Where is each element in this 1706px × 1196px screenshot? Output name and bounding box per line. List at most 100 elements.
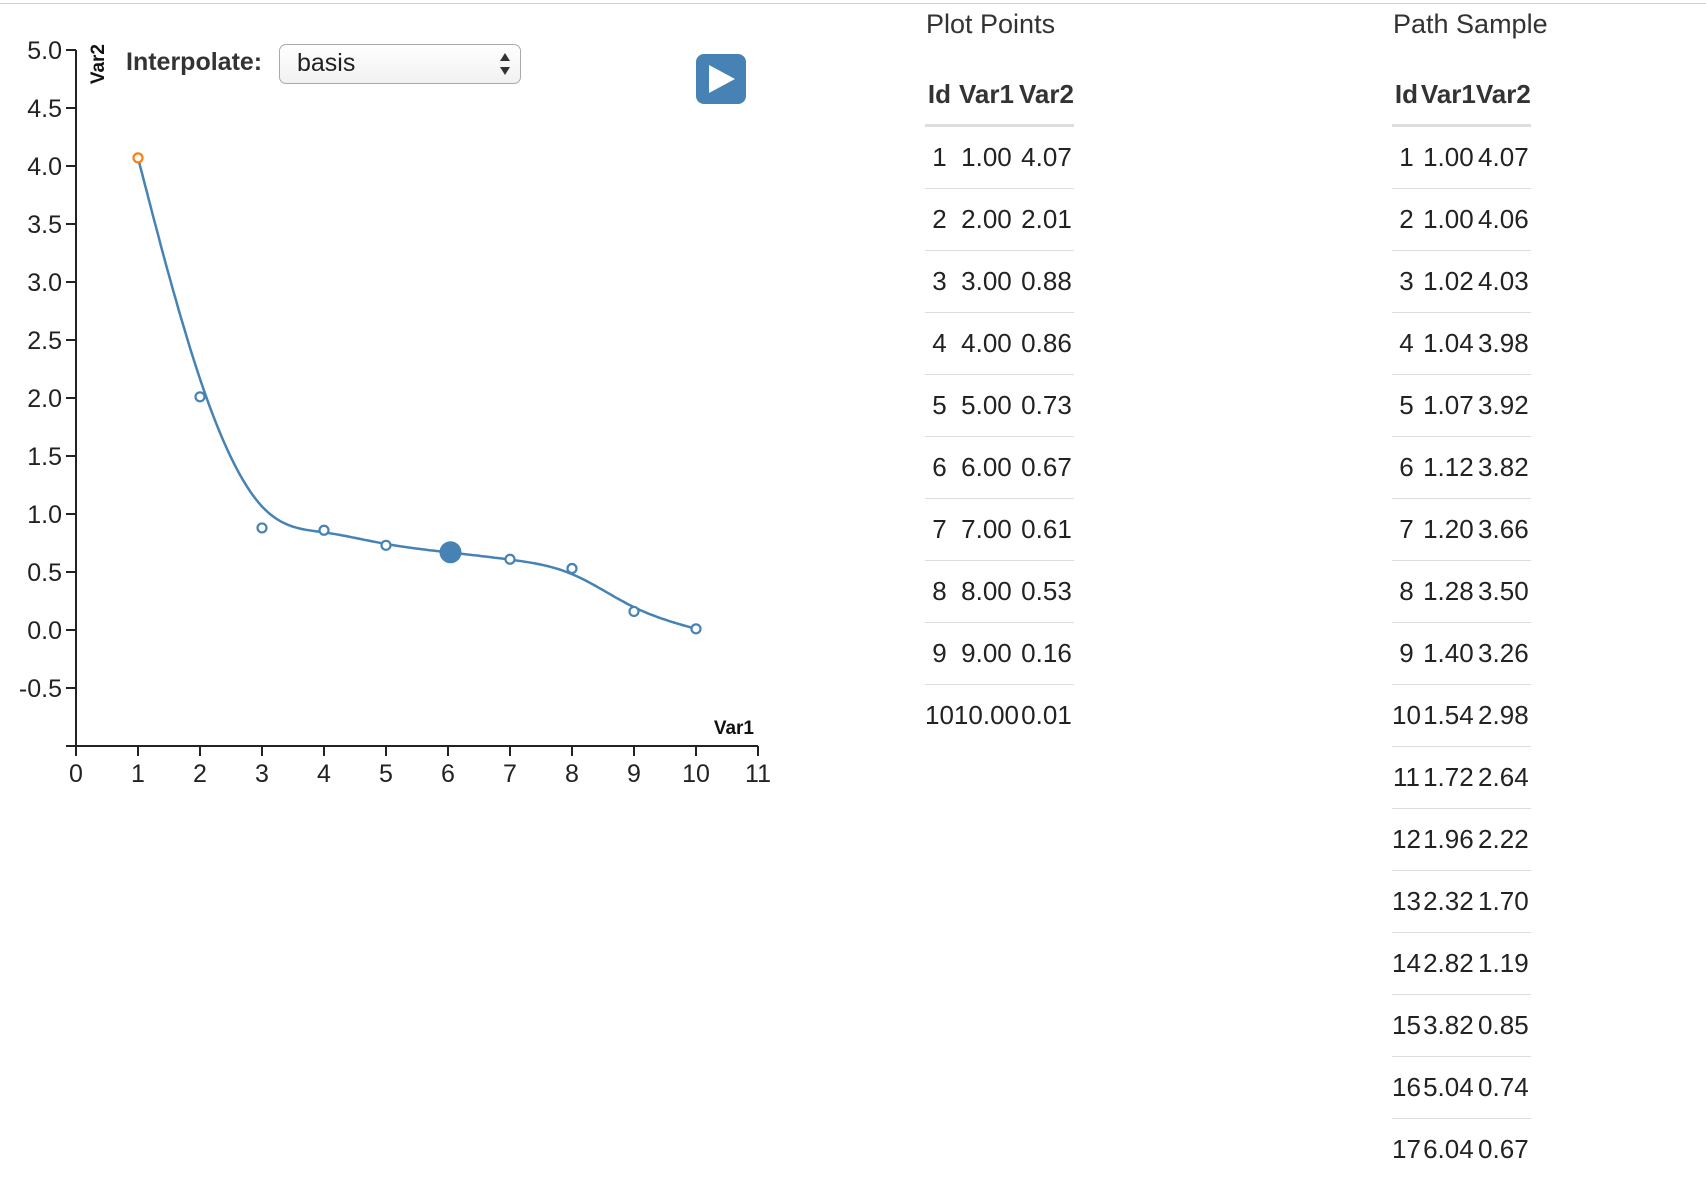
- cell-var1: 2.82: [1420, 932, 1476, 995]
- cell-var1: 1.40: [1420, 622, 1476, 685]
- table-row: 2 2.00 2.01: [925, 188, 1074, 251]
- cell-id: 5: [1392, 374, 1421, 437]
- data-point: [194, 391, 206, 403]
- cell-var1: 1.72: [1420, 746, 1476, 809]
- cell-var1: 3.00: [953, 250, 1019, 313]
- cell-var1: 5.04: [1420, 1056, 1476, 1119]
- cell-id: 1: [1399, 142, 1414, 172]
- y-tick-label: 3.0: [27, 269, 62, 297]
- table-row: 4 4.00 0.86: [925, 312, 1074, 375]
- data-point: [318, 524, 330, 536]
- cell-id: 9: [1392, 622, 1421, 685]
- path-sample-caption: Path Sample: [1393, 9, 1548, 39]
- highlighted-data-point: [132, 152, 144, 164]
- cell-var2: 0.67: [1019, 436, 1074, 499]
- curve-layer: [136, 157, 697, 631]
- table-row: 13 2.32 1.70: [1392, 870, 1531, 933]
- cell-id: 8: [1392, 560, 1421, 623]
- cell-var2: 0.16: [1019, 622, 1074, 685]
- cell-id: 3: [1392, 250, 1421, 313]
- x-tick-label: 4: [317, 760, 331, 788]
- cell-var2: 0.67: [1475, 1118, 1531, 1180]
- cell-id: 14: [1392, 932, 1421, 995]
- top-divider: [0, 3, 1706, 4]
- cell-var1: 1.00: [1423, 142, 1474, 172]
- column-header-var1: Var1: [953, 64, 1019, 127]
- cell-id: 1: [932, 142, 947, 172]
- cell-var1: 9.00: [953, 622, 1019, 685]
- cell-var2: 4.07: [1478, 142, 1529, 172]
- cell-var1: 10.00: [953, 684, 1019, 746]
- cell-id: 17: [1392, 1118, 1421, 1180]
- cell-id: 6: [925, 436, 954, 499]
- cell-id: 5: [925, 374, 954, 437]
- x-tick-label: 11: [745, 760, 771, 788]
- cell-var1: 1.00: [1420, 188, 1476, 251]
- x-tick-label: 1: [131, 760, 145, 788]
- interpolate-label: Interpolate:: [126, 48, 263, 76]
- cell-var1: 5.00: [953, 374, 1019, 437]
- y-tick-label: 0.0: [27, 617, 62, 645]
- y-tick-label: 0.5: [27, 559, 62, 587]
- cell-var1: 1.20: [1420, 498, 1476, 561]
- table-row: 7 1.20 3.66: [1392, 498, 1531, 561]
- path-marker: [439, 541, 462, 564]
- sort-arrows-icon: [500, 53, 510, 75]
- interpolate-select[interactable]: basis: [279, 44, 521, 84]
- table-row: 4 1.04 3.98: [1392, 312, 1531, 375]
- y-tick-label: 5.0: [27, 37, 62, 65]
- cell-var1: 1.00: [961, 142, 1012, 172]
- cell-var2: 3.92: [1475, 374, 1531, 437]
- cell-var2: 4.07: [1021, 142, 1072, 172]
- cell-var2: 0.61: [1019, 498, 1074, 561]
- play-icon: [709, 65, 735, 93]
- cell-var1: 1.07: [1420, 374, 1476, 437]
- cell-var2: 3.82: [1475, 436, 1531, 499]
- cell-id: 12: [1392, 808, 1421, 871]
- cell-var2: 3.50: [1475, 560, 1531, 623]
- cell-var1: 2.00: [953, 188, 1019, 251]
- x-tick-label: 2: [193, 760, 207, 788]
- y-tick-label: -0.5: [19, 675, 62, 703]
- table-row: 6 1.12 3.82: [1392, 436, 1531, 499]
- table-row: 9 9.00 0.16: [925, 622, 1074, 685]
- table-row: 14 2.82 1.19: [1392, 932, 1531, 995]
- cell-var2: 1.19: [1475, 932, 1531, 995]
- y-tick-label: 3.5: [27, 211, 62, 239]
- plot-points-caption: Plot Points: [926, 9, 1056, 39]
- table-row: 3 3.00 0.88: [925, 250, 1074, 313]
- cell-var1: 2.32: [1420, 870, 1476, 933]
- cell-var2: 2.64: [1475, 746, 1531, 809]
- cell-var1: 1.54: [1420, 684, 1476, 747]
- table-row: 15 3.82 0.85: [1392, 994, 1531, 1057]
- table-row: 1 1.00 4.07: [925, 126, 1074, 189]
- cell-var1: 1.28: [1420, 560, 1476, 623]
- x-tick-label: 5: [379, 760, 393, 788]
- table-row: 16 5.04 0.74: [1392, 1056, 1531, 1119]
- data-point: [380, 539, 392, 551]
- table-row: 8 8.00 0.53: [925, 560, 1074, 623]
- cell-id: 9: [925, 622, 954, 685]
- x-tick-label: 0: [69, 760, 83, 788]
- cell-var1: 3.82: [1420, 994, 1476, 1057]
- cell-var1: 1.12: [1420, 436, 1476, 499]
- data-point: [690, 623, 702, 635]
- cell-id: 7: [1392, 498, 1421, 561]
- cell-id: 8: [925, 560, 954, 623]
- points-layer: [132, 152, 702, 635]
- y-tick-label: 1.0: [27, 501, 62, 529]
- column-header-id: Id: [1392, 64, 1421, 127]
- table-row: 10 10.00 0.01: [925, 684, 1074, 746]
- cell-var2: 4.03: [1475, 250, 1531, 313]
- cell-id: 11: [1392, 746, 1421, 809]
- y-tick-label: 2.0: [27, 385, 62, 413]
- cell-var2: 3.98: [1475, 312, 1531, 375]
- cell-var2: 2.98: [1475, 684, 1531, 747]
- cell-var2: 0.85: [1475, 994, 1531, 1057]
- data-point: [566, 562, 578, 575]
- cell-var1: 4.00: [953, 312, 1019, 375]
- plot-points-table: Id Var1 Var2 1 1.00 4.07 2 2.00 2.01 3 3.00 0.88…: [925, 64, 1074, 746]
- cell-id: 4: [925, 312, 954, 375]
- cell-var2: 0.74: [1475, 1056, 1531, 1119]
- play-button[interactable]: [696, 54, 746, 104]
